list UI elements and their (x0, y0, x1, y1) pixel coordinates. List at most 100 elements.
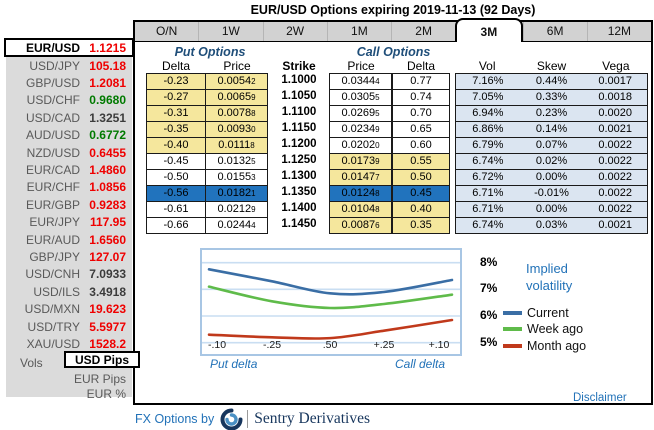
put-delta-cell[interactable]: -0.35 (146, 121, 206, 138)
pair-label: USD/JPY (29, 58, 80, 73)
strike-cell[interactable]: 1.1300 (281, 170, 317, 182)
call-delta-cell[interactable]: 0.65 (392, 121, 450, 138)
put-delta-cell[interactable]: -0.61 (146, 201, 206, 218)
pair-value: 1.0856 (89, 180, 126, 195)
call-price-cell[interactable]: 0.02020 (329, 137, 392, 154)
options-table-header: Delta Price Strike Price Delta Vol Skew Vega (146, 59, 654, 73)
call-delta-cell[interactable]: 0.74 (392, 89, 450, 106)
sidebar-item-usd-ils[interactable]: USD/ILS 3.4918 (6, 283, 132, 300)
sidebar-item-nzd-usd[interactable]: NZD/USD 0.6455 (6, 144, 132, 161)
strike-cell[interactable]: 1.1350 (281, 186, 317, 198)
tab-3m[interactable]: 3M (455, 18, 523, 42)
disclaimer-link[interactable]: Disclaimer (573, 392, 627, 404)
sidebar-item-eur-aud[interactable]: EUR/AUD 1.6560 (6, 231, 132, 248)
put-price-cell[interactable]: 0.00542 (205, 73, 268, 90)
strike-cell[interactable]: 1.1200 (281, 138, 317, 150)
tab-12m[interactable]: 12M (586, 22, 651, 41)
sidebar-item-gbp-usd[interactable]: GBP/USD 1.2081 (6, 74, 132, 91)
call-price-cell[interactable]: 0.01048 (329, 201, 392, 218)
strike-cell[interactable]: 1.1450 (281, 218, 317, 230)
column-header-strike: Strike (282, 59, 316, 73)
sidebar-item-eur-cad[interactable]: EUR/CAD 1.4860 (6, 161, 132, 178)
put-delta-cell[interactable]: -0.31 (146, 105, 206, 122)
vol-value: 6.94% (472, 107, 504, 119)
strike-cell[interactable]: 1.1400 (281, 202, 317, 214)
vols-mode-usd-pips[interactable]: USD Pips (64, 351, 140, 368)
tab-6m[interactable]: 6M (522, 22, 587, 41)
sidebar-item-usd-try[interactable]: USD/TRY 5.5977 (6, 318, 132, 335)
strike-cell[interactable]: 1.1000 (281, 74, 317, 86)
put-price-cell[interactable]: 0.01821 (205, 185, 268, 202)
call-delta-cell[interactable]: 0.50 (392, 169, 450, 186)
vol-skew-vega-cell: 6.94% 0.23% 0.0020 (455, 105, 648, 122)
call-delta-cell[interactable]: 0.40 (392, 201, 450, 218)
vols-mode-eur-pips[interactable]: EUR Pips (73, 372, 126, 386)
put-price-cell[interactable]: 0.01118 (205, 137, 268, 154)
sidebar-item-aud-usd[interactable]: AUD/USD 0.6772 (6, 127, 132, 144)
sidebar-item-usd-cnh[interactable]: USD/CNH 7.0933 (6, 266, 132, 283)
tab-1w[interactable]: 1W (198, 22, 262, 41)
pair-value: 1.2081 (89, 76, 126, 91)
footer-brand[interactable]: Sentry Derivatives (254, 410, 370, 427)
call-delta-cell[interactable]: 0.45 (392, 185, 450, 202)
call-delta-cell[interactable]: 0.70 (392, 105, 450, 122)
sidebar-item-usd-mxn[interactable]: USD/MXN 19.623 (6, 300, 132, 317)
pair-value: 7.0933 (89, 267, 126, 282)
pair-value: 3.4918 (89, 284, 126, 299)
tab-2w[interactable]: 2W (262, 22, 327, 41)
tab-1m[interactable]: 1M (326, 22, 391, 41)
put-price-cell[interactable]: 0.02444 (205, 217, 268, 234)
skew-value: 0.07% (535, 139, 568, 151)
sidebar-item-eur-jpy[interactable]: EUR/JPY 117.95 (6, 214, 132, 231)
pair-label: GBP/USD (25, 76, 80, 91)
put-price-cell[interactable]: 0.01325 (205, 153, 268, 170)
call-price-cell[interactable]: 0.02695 (329, 105, 392, 122)
pair-label: EUR/AUD (25, 232, 80, 247)
sidebar-item-usd-jpy[interactable]: USD/JPY 105.18 (6, 57, 132, 74)
put-price-cell[interactable]: 0.00659 (205, 89, 268, 106)
sidebar-item-eur-gbp[interactable]: EUR/GBP 0.9283 (6, 196, 132, 213)
strike-cell[interactable]: 1.1150 (281, 122, 317, 134)
put-delta-cell[interactable]: -0.27 (146, 89, 206, 106)
call-delta-cell[interactable]: 0.35 (392, 217, 450, 234)
call-price-cell[interactable]: 0.03055 (329, 89, 392, 106)
column-header-put-delta: Delta (161, 59, 190, 73)
vol-skew-vega-cell: 7.05% 0.33% 0.0018 (455, 89, 648, 106)
put-delta-cell[interactable]: -0.66 (146, 217, 206, 234)
put-delta-cell[interactable]: -0.45 (146, 153, 206, 170)
tab-o-n[interactable]: O/N (155, 24, 178, 38)
put-price-cell[interactable]: 0.00930 (205, 121, 268, 138)
call-price-cell[interactable]: 0.03444 (329, 73, 392, 90)
sidebar-item-xau-usd[interactable]: XAU/USD 1528.2 (6, 335, 132, 352)
put-price-cell[interactable]: 0.02129 (205, 201, 268, 218)
call-delta-cell[interactable]: 0.55 (392, 153, 450, 170)
sidebar-item-gbp-jpy[interactable]: GBP/JPY 127.07 (6, 248, 132, 265)
tab-2m[interactable]: 2M (391, 22, 455, 41)
call-price-cell[interactable]: 0.02349 (329, 121, 392, 138)
skew-value: 0.23% (535, 107, 568, 119)
call-price-cell[interactable]: 0.00876 (329, 217, 392, 234)
strike-cell[interactable]: 1.1050 (281, 90, 317, 102)
pair-value: 127.07 (89, 249, 126, 264)
put-delta-cell[interactable]: -0.56 (146, 185, 206, 202)
vega-value: 0.0022 (598, 171, 632, 183)
vega-value: 0.0022 (598, 155, 632, 167)
put-delta-cell[interactable]: -0.40 (146, 137, 206, 154)
call-price-cell[interactable]: 0.01739 (329, 153, 392, 170)
strike-cell[interactable]: 1.1250 (281, 154, 317, 166)
put-delta-cell[interactable]: -0.23 (146, 73, 206, 90)
sidebar-item-usd-cad[interactable]: USD/CAD 1.3251 (6, 109, 132, 126)
sidebar-item-eur-chf[interactable]: EUR/CHF 1.0856 (6, 179, 132, 196)
sidebar-pair-selected[interactable]: EUR/USD 1.1215 (4, 38, 134, 57)
vols-mode-eur-pct[interactable]: EUR % (86, 387, 126, 401)
call-price-cell[interactable]: 0.01477 (329, 169, 392, 186)
put-delta-cell[interactable]: -0.50 (146, 169, 206, 186)
strike-cell[interactable]: 1.1100 (281, 106, 317, 118)
put-price-cell[interactable]: 0.00788 (205, 105, 268, 122)
vol-value: 6.74% (472, 155, 504, 167)
call-price-cell[interactable]: 0.01248 (329, 185, 392, 202)
call-delta-cell[interactable]: 0.77 (392, 73, 450, 90)
call-delta-cell[interactable]: 0.60 (392, 137, 450, 154)
sidebar-item-usd-chf[interactable]: USD/CHF 0.9680 (6, 92, 132, 109)
put-price-cell[interactable]: 0.01553 (205, 169, 268, 186)
